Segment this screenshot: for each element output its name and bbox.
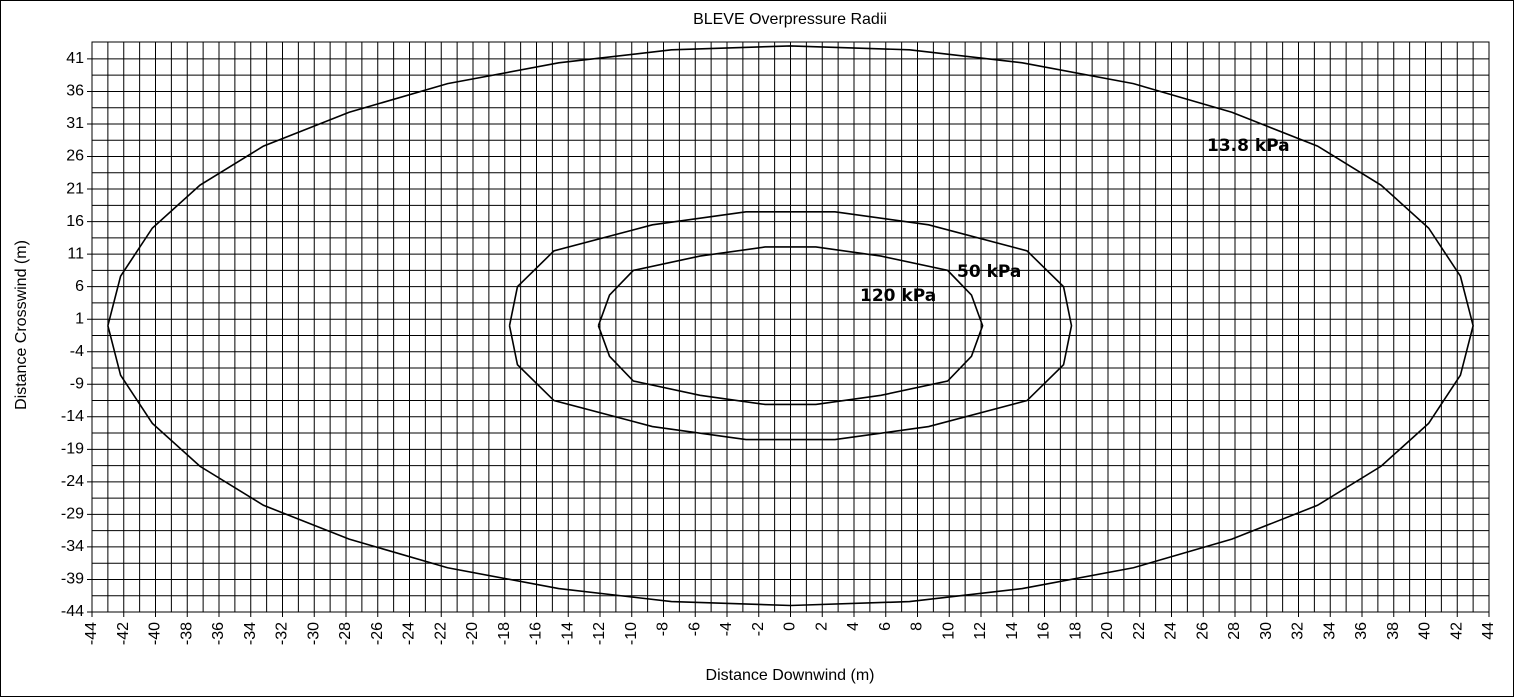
x-tick-label: 30 — [1258, 622, 1275, 640]
y-tick-label: 11 — [67, 245, 84, 262]
y-tick-label: -34 — [61, 538, 84, 555]
x-tick-label: -34 — [242, 622, 259, 645]
x-tick-label: 38 — [1385, 622, 1402, 640]
series-line — [597, 246, 984, 406]
series-line — [508, 211, 1073, 441]
x-tick-label: 28 — [1226, 622, 1243, 640]
x-tick-label: 24 — [1163, 622, 1180, 640]
x-tick-label: -18 — [496, 622, 513, 645]
series-label: 120 kPa — [860, 286, 936, 306]
x-tick-label: 6 — [877, 622, 894, 631]
x-tick-label: -22 — [432, 622, 449, 645]
x-tick-label: -28 — [337, 622, 354, 645]
x-tick-label: -6 — [686, 622, 703, 636]
x-tick-label: -30 — [305, 622, 322, 645]
chart-title: BLEVE Overpressure Radii — [693, 11, 887, 28]
x-tick-label: 10 — [940, 622, 957, 640]
x-tick-label: 36 — [1353, 622, 1370, 640]
x-tick-label: 12 — [972, 622, 989, 640]
x-tick-label: 16 — [1036, 622, 1053, 640]
x-tick-label: 42 — [1448, 622, 1465, 640]
x-tick-label: 34 — [1321, 622, 1338, 640]
y-tick-label: -14 — [61, 408, 84, 425]
y-tick-label: -19 — [61, 441, 84, 458]
y-tick-label: -29 — [61, 506, 84, 523]
y-tick-label: -44 — [61, 603, 84, 620]
y-tick-label: -9 — [70, 375, 84, 392]
y-tick-label: -39 — [61, 571, 84, 588]
y-tick-label: 31 — [66, 115, 84, 132]
x-tick-label: -20 — [464, 622, 481, 645]
x-tick-label: 18 — [1067, 622, 1084, 640]
y-tick-label: 36 — [66, 83, 84, 100]
y-tick-label: 1 — [75, 310, 84, 327]
x-tick-label: -14 — [559, 622, 576, 645]
x-tick-label: -10 — [623, 622, 640, 645]
x-tick-label: -16 — [528, 622, 545, 645]
x-tick-label: -44 — [83, 622, 100, 645]
y-tick-label: 21 — [66, 180, 84, 197]
x-tick-label: -42 — [115, 622, 132, 645]
x-tick-label: -2 — [750, 622, 767, 636]
x-tick-label: 4 — [845, 622, 862, 631]
y-tick-label: 26 — [66, 148, 84, 165]
x-tick-label: -4 — [718, 622, 735, 636]
x-tick-label: 44 — [1480, 622, 1497, 640]
x-tick-label: -26 — [369, 622, 386, 645]
y-tick-label: -24 — [61, 473, 84, 490]
plot-border — [91, 41, 1490, 613]
x-tick-label: 32 — [1290, 622, 1307, 640]
x-tick-label: -40 — [147, 622, 164, 645]
x-tick-label: 40 — [1417, 622, 1434, 640]
x-tick-label: 22 — [1131, 622, 1148, 640]
series-label: 13.8 kPa — [1207, 136, 1290, 156]
x-tick-label: 26 — [1194, 622, 1211, 640]
x-axis-label: Distance Downwind (m) — [706, 667, 875, 684]
x-tick-label: 0 — [782, 622, 799, 631]
x-tick-label: -32 — [274, 622, 291, 645]
y-axis-label: Distance Crosswind (m) — [13, 240, 30, 410]
x-tick-label: -38 — [178, 622, 195, 645]
x-tick-label: -24 — [401, 622, 418, 645]
x-tick-label: -36 — [210, 622, 227, 645]
x-tick-label: 20 — [1099, 622, 1116, 640]
series-line — [107, 45, 1474, 607]
y-tick-label: -4 — [70, 343, 84, 360]
series-label: 50 kPa — [957, 262, 1021, 282]
x-tick-label: 2 — [813, 622, 830, 631]
x-tick-label: -8 — [655, 622, 672, 636]
y-tick-label: 6 — [75, 278, 84, 295]
x-tick-label: -12 — [591, 622, 608, 645]
y-tick-label: 16 — [66, 213, 84, 230]
y-tick-label: 41 — [66, 50, 84, 67]
x-tick-label: 14 — [1004, 622, 1021, 640]
x-tick-label: 8 — [909, 622, 926, 631]
